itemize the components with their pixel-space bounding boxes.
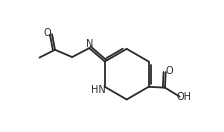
Text: O: O xyxy=(166,66,173,76)
Text: OH: OH xyxy=(177,92,192,102)
Text: O: O xyxy=(43,28,51,38)
Text: HN: HN xyxy=(91,85,106,95)
Text: N: N xyxy=(86,39,93,49)
